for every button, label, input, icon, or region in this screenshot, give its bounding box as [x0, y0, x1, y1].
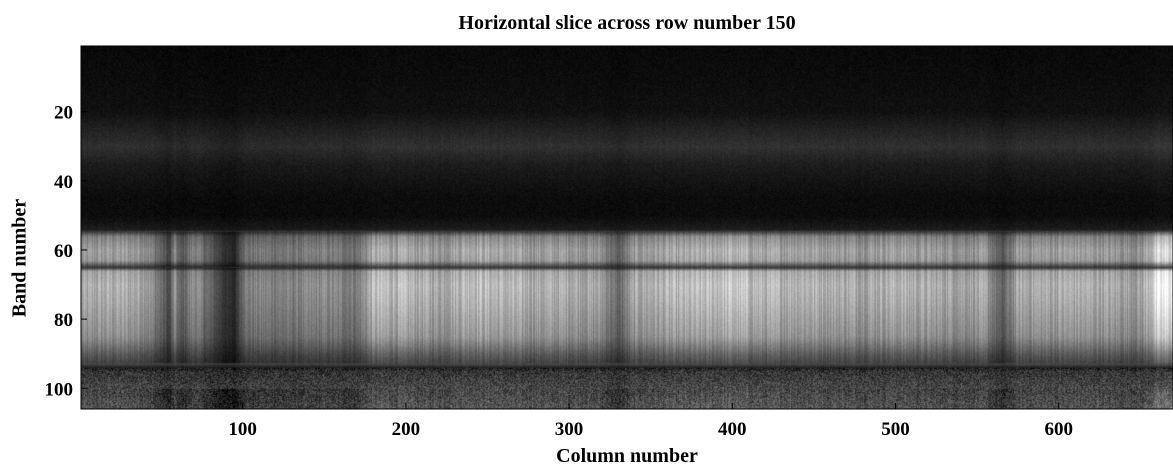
x-tick-label: 100	[228, 419, 257, 440]
y-tick-label: 20	[54, 103, 73, 124]
heatmap-image	[81, 46, 1173, 409]
x-tick-label: 200	[392, 419, 421, 440]
y-tick-label: 60	[54, 241, 73, 262]
y-tick-label: 80	[54, 310, 73, 331]
y-axis: 20 40 60 80 100	[45, 103, 87, 400]
x-tick-label: 600	[1044, 419, 1073, 440]
y-tick-label: 40	[54, 172, 73, 193]
heatmap-raster	[81, 46, 1173, 409]
y-tick-label: 100	[45, 379, 74, 400]
x-axis-label: Column number	[556, 445, 698, 467]
axes-frame	[80, 45, 1173, 410]
y-axis-label: Band number	[8, 198, 31, 318]
x-tick-label: 400	[718, 419, 747, 440]
x-axis: 100 200 300 400 500 600	[228, 403, 1073, 440]
x-tick-label: 300	[555, 419, 584, 440]
x-tick-label: 500	[881, 419, 910, 440]
chart-title: Horizontal slice across row number 150	[458, 12, 796, 34]
